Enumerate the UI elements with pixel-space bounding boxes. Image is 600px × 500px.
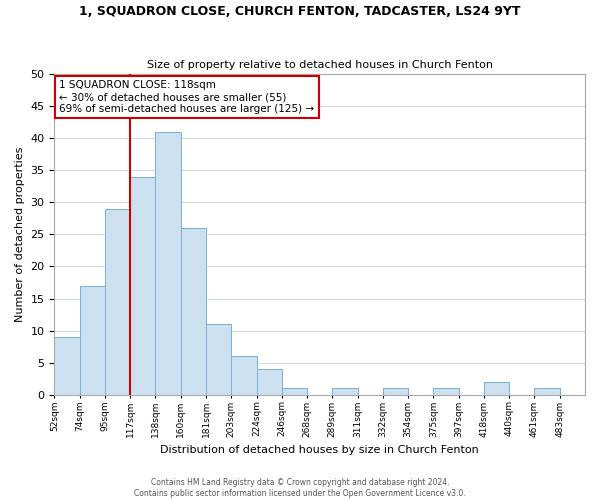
Bar (130, 176, 155, 394)
Bar (181, 228, 206, 394)
Title: Size of property relative to detached houses in Church Fenton: Size of property relative to detached ho… (147, 60, 493, 70)
Bar (206, 324, 231, 394)
Bar (484, 382, 509, 394)
Bar (80, 286, 105, 395)
Text: 1 SQUADRON CLOSE: 118sqm
← 30% of detached houses are smaller (55)
69% of semi-d: 1 SQUADRON CLOSE: 118sqm ← 30% of detach… (59, 80, 314, 114)
Bar (155, 132, 181, 394)
Bar (231, 356, 257, 395)
Bar (535, 388, 560, 394)
Bar (55, 337, 80, 394)
Text: Contains HM Land Registry data © Crown copyright and database right 2024.
Contai: Contains HM Land Registry data © Crown c… (134, 478, 466, 498)
Bar (257, 369, 282, 394)
Bar (282, 388, 307, 394)
Text: 1, SQUADRON CLOSE, CHURCH FENTON, TADCASTER, LS24 9YT: 1, SQUADRON CLOSE, CHURCH FENTON, TADCAS… (79, 5, 521, 18)
X-axis label: Distribution of detached houses by size in Church Fenton: Distribution of detached houses by size … (160, 445, 479, 455)
Bar (105, 208, 130, 394)
Bar (332, 388, 358, 394)
Bar (433, 388, 458, 394)
Bar (383, 388, 408, 394)
Y-axis label: Number of detached properties: Number of detached properties (15, 146, 25, 322)
